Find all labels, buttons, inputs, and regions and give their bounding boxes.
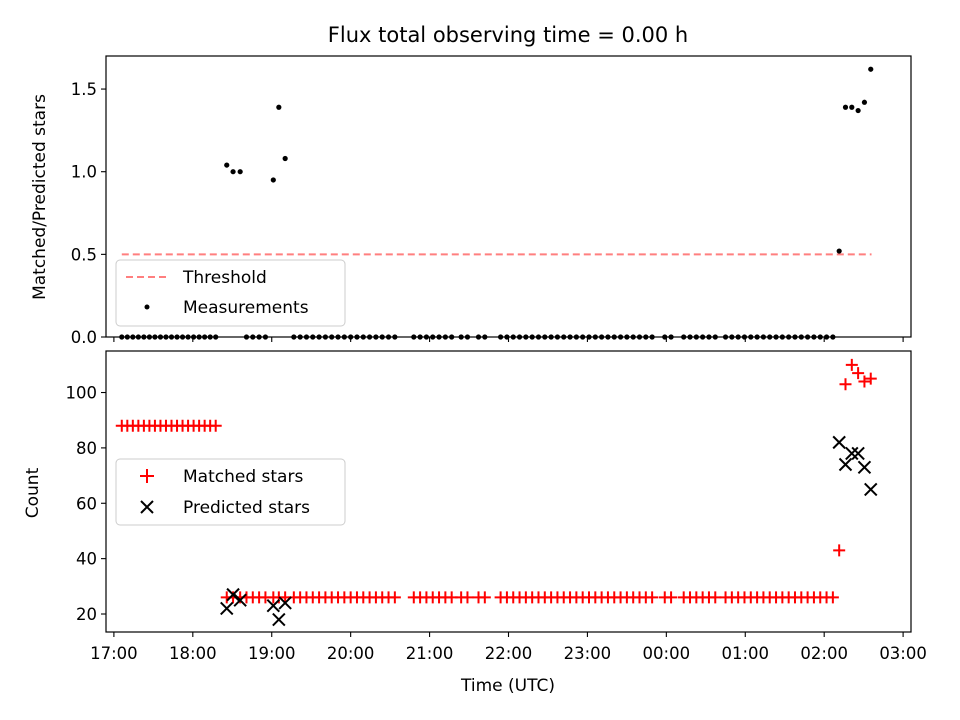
predicted-stars-point — [832, 435, 846, 450]
bottom-legend-box — [115, 458, 346, 526]
xtick-label: 01:00 — [721, 644, 769, 663]
measurements-point — [849, 104, 855, 110]
matched-stars-point — [845, 358, 858, 371]
bottom-ytick-label: 40 — [76, 550, 97, 569]
measurements-point — [861, 99, 868, 105]
top-legend: Threshold Measurements — [115, 259, 346, 327]
xtick-label: 03:00 — [879, 644, 927, 663]
xtick-label: 21:00 — [406, 644, 454, 663]
bottom-ytick-label: 60 — [76, 494, 97, 513]
predicted-stars-point — [278, 596, 292, 610]
legend-threshold-label: Threshold — [182, 268, 267, 288]
predicted-stars-point — [233, 593, 247, 607]
measurements-point — [270, 177, 276, 183]
top-ytick-label: 0.0 — [71, 328, 97, 347]
predicted-stars-point — [266, 598, 281, 613]
bottom-legend: Matched stars Predicted stars — [115, 458, 346, 526]
predicted-stars-point — [857, 460, 872, 474]
matched-stars-point — [858, 375, 871, 388]
top-ytick-label: 1.0 — [71, 163, 97, 182]
top-legend-box — [115, 259, 346, 327]
top-panel: Matched/Predicted stars 0.0 0.5 1.0 1.5 Thr… — [30, 55, 912, 347]
bottom-panel: Count Time (UTC) 20 40 60 80 100 17:00 18:00 1… — [23, 350, 927, 696]
measurements-point — [855, 107, 861, 114]
measurements-point — [230, 169, 236, 175]
matched-stars-point — [461, 591, 474, 604]
legend-matched-swatch — [140, 469, 154, 483]
xtick-label: 19:00 — [248, 644, 296, 663]
bottom-ytick-label: 20 — [76, 605, 97, 624]
top-ytick-label: 1.5 — [71, 80, 97, 99]
predicted-stars-point — [272, 612, 286, 627]
matched-stars-point — [839, 378, 852, 391]
legend-predicted-label: Predicted stars — [183, 498, 310, 518]
x-axis-label: Time (UTC) — [460, 676, 555, 696]
top-y-axis-label: Matched/Predicted stars — [30, 94, 50, 300]
xtick-label: 20:00 — [327, 644, 375, 663]
matched-stars-point — [852, 367, 865, 380]
measurements-point — [282, 155, 288, 162]
xtick-label: 00:00 — [643, 644, 691, 663]
predicted-stars-point — [226, 587, 240, 602]
matched-stars-point — [388, 591, 401, 604]
legend-measurements-swatch — [144, 304, 150, 310]
predicted-stars-point — [838, 457, 853, 472]
bottom-y-axis-label: Count — [23, 467, 43, 518]
matched-stars-point — [209, 419, 222, 432]
legend-measurements-label: Measurements — [183, 298, 309, 318]
xtick-label: 18:00 — [169, 644, 217, 663]
legend-predicted-swatch — [140, 500, 154, 514]
predicted-stars-point — [864, 482, 878, 497]
matched-stars-point — [646, 591, 659, 604]
matched-stars-point — [826, 591, 839, 604]
matched-stars-point — [478, 591, 491, 604]
chart-title: Flux total observing time = 0.00 h — [328, 23, 688, 47]
bottom-ytick-label: 100 — [66, 384, 98, 403]
matched-stars-point — [833, 544, 846, 557]
matched-stars-point — [709, 591, 722, 604]
matched-stars-point — [665, 591, 678, 604]
bottom-ytick-label: 80 — [76, 439, 97, 458]
predicted-stars-point — [220, 601, 234, 616]
matched-stars-point — [864, 372, 877, 385]
legend-matched-label: Matched stars — [183, 467, 303, 487]
xtick-label: 17:00 — [90, 644, 138, 663]
predicted-stars-point — [845, 446, 859, 461]
measurements-point — [237, 169, 243, 175]
measurements-point — [868, 66, 874, 72]
measurements-point — [224, 162, 230, 168]
xtick-label: 02:00 — [800, 644, 848, 663]
top-ytick-label: 0.5 — [71, 245, 97, 264]
measurements-point — [276, 104, 282, 110]
measurements-point — [842, 104, 849, 110]
measurements-point — [836, 248, 842, 254]
xtick-label: 23:00 — [564, 644, 612, 663]
xtick-label: 22:00 — [485, 644, 533, 663]
predicted-stars-point — [851, 446, 865, 461]
